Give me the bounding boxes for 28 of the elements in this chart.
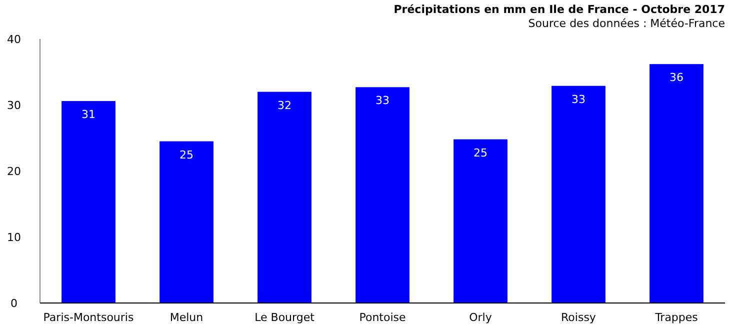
x-tick-label: Roissy [561,311,596,324]
x-tick-label: Orly [469,311,492,324]
data-label: 25 [473,146,488,160]
bar [258,92,312,303]
y-tick-label: 10 [7,231,21,244]
y-tick-label: 30 [7,99,21,112]
y-tick-label: 40 [7,33,21,46]
chart-title: Précipitations en mm en Ile de France - Octobre 2017 [394,3,725,16]
bar [160,141,214,303]
x-tick-label: Trappes [654,311,698,324]
data-label: 32 [278,98,292,112]
y-tick-label: 20 [7,165,21,178]
data-label: 25 [180,148,194,162]
data-label: 31 [82,108,96,122]
bar [650,64,704,303]
data-label: 36 [669,71,684,84]
x-tick-label: Pontoise [359,311,406,324]
x-tick-label: Melun [170,311,204,324]
bar [62,101,116,303]
bar [454,139,508,303]
x-tick-label: Paris-Montsouris [43,311,134,324]
y-tick-label: 0 [10,297,18,310]
chart-subtitle: Source des données : Météo-France [528,17,726,30]
x-tick-label: Le Bourget [254,311,316,324]
bar [552,86,606,303]
bar [356,87,410,303]
data-label: 33 [376,94,390,108]
data-label: 33 [571,92,586,106]
